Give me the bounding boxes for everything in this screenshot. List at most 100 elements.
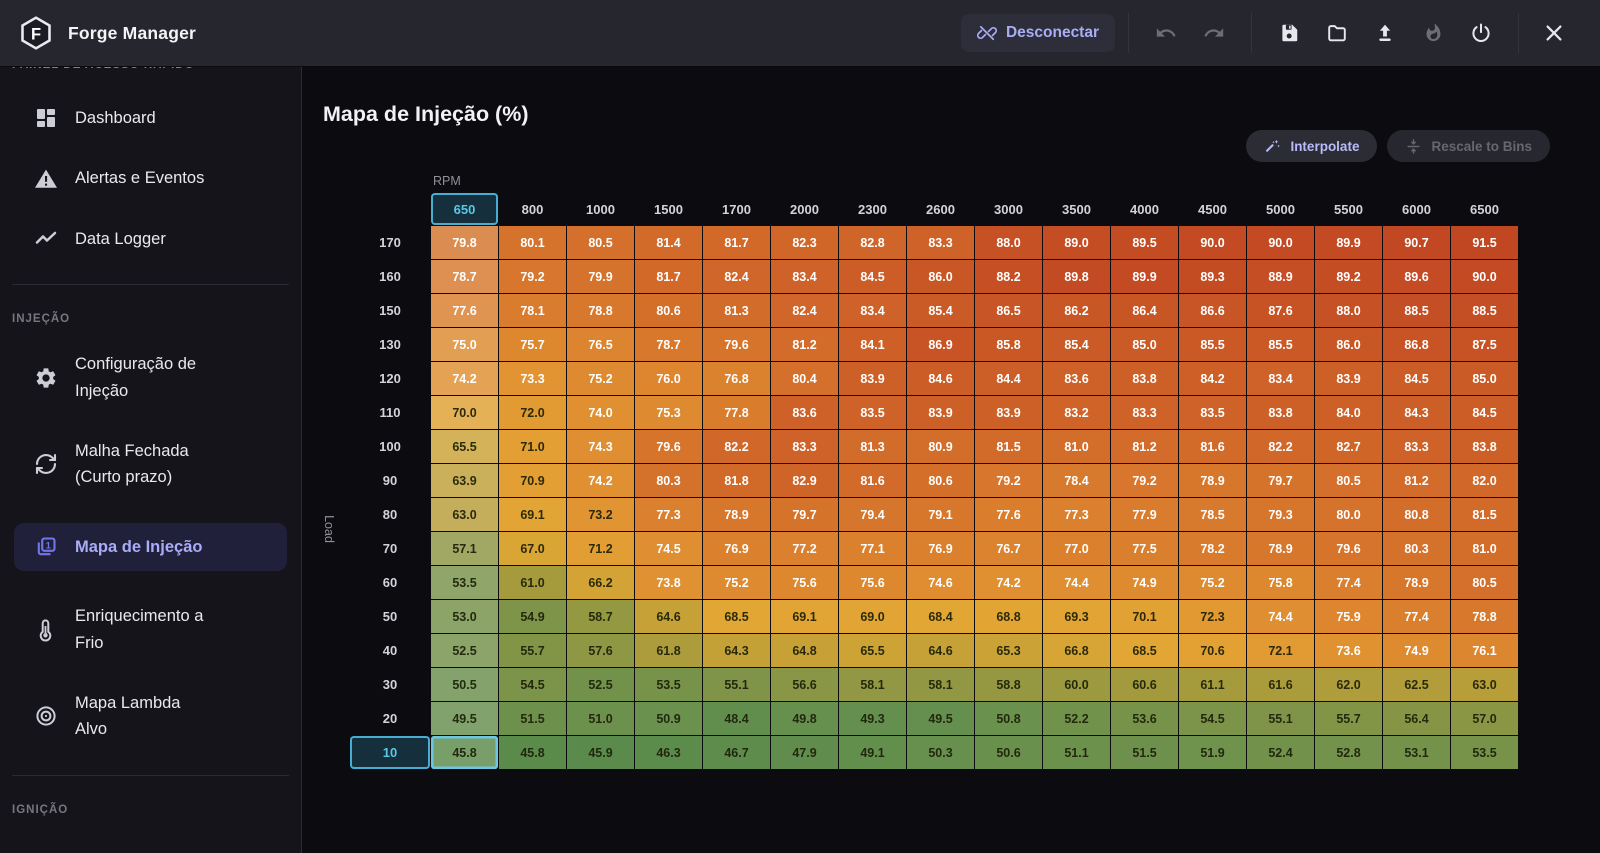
map-cell[interactable]: 69.1 [499, 498, 566, 531]
map-cell[interactable]: 89.8 [1043, 260, 1110, 293]
map-cell[interactable]: 88.0 [1315, 294, 1382, 327]
map-cell[interactable]: 77.5 [1111, 532, 1178, 565]
map-cell[interactable]: 60.6 [1111, 668, 1178, 701]
rpm-column-header[interactable]: 1000 [586, 201, 615, 217]
map-cell[interactable]: 49.1 [839, 736, 906, 769]
map-cell[interactable]: 89.5 [1111, 226, 1178, 259]
map-cell[interactable]: 55.7 [1315, 702, 1382, 735]
map-cell[interactable]: 78.8 [567, 294, 634, 327]
load-row-header[interactable]: 30 [382, 677, 398, 692]
map-cell[interactable]: 83.4 [771, 260, 838, 293]
map-cell[interactable]: 77.4 [1383, 600, 1450, 633]
load-row-header[interactable]: 160 [379, 269, 401, 284]
map-cell[interactable]: 51.0 [567, 702, 634, 735]
map-cell[interactable]: 81.2 [771, 328, 838, 361]
map-cell[interactable]: 54.9 [499, 600, 566, 633]
map-cell[interactable]: 50.8 [975, 702, 1042, 735]
map-cell[interactable]: 67.0 [499, 532, 566, 565]
load-row-header[interactable]: 50 [382, 609, 398, 624]
map-cell[interactable]: 77.1 [839, 532, 906, 565]
map-cell[interactable]: 52.8 [1315, 736, 1382, 769]
map-cell[interactable]: 81.7 [635, 260, 702, 293]
map-cell[interactable]: 74.9 [1383, 634, 1450, 667]
map-cell[interactable]: 86.4 [1111, 294, 1178, 327]
map-cell[interactable]: 89.6 [1383, 260, 1450, 293]
map-cell[interactable]: 74.4 [1247, 600, 1314, 633]
map-cell[interactable]: 82.3 [771, 226, 838, 259]
map-cell[interactable]: 82.4 [703, 260, 770, 293]
map-cell[interactable]: 82.2 [1247, 430, 1314, 463]
sidebar-item-thermometer[interactable]: Enriquecimento a Frio [0, 601, 301, 658]
map-cell[interactable]: 80.9 [907, 430, 974, 463]
map-cell[interactable]: 88.9 [1247, 260, 1314, 293]
map-cell[interactable]: 64.6 [907, 634, 974, 667]
map-cell[interactable]: 79.9 [567, 260, 634, 293]
map-cell[interactable]: 79.2 [1111, 464, 1178, 497]
map-cell[interactable]: 53.5 [635, 668, 702, 701]
map-cell[interactable]: 79.2 [975, 464, 1042, 497]
map-cell[interactable]: 82.0 [1451, 464, 1518, 497]
map-cell[interactable]: 84.4 [975, 362, 1042, 395]
load-row-header[interactable]: 100 [379, 439, 401, 454]
sidebar-item-lambda[interactable]: Mapa Lambda Alvo [0, 688, 301, 745]
map-cell[interactable]: 53.5 [431, 566, 498, 599]
rescale-to-bins-button[interactable]: Rescale to Bins [1387, 130, 1550, 162]
load-row-header[interactable]: 90 [382, 473, 398, 488]
map-cell[interactable]: 78.9 [703, 498, 770, 531]
map-cell[interactable]: 61.0 [499, 566, 566, 599]
map-cell[interactable]: 75.8 [1247, 566, 1314, 599]
upload-button[interactable] [1367, 15, 1403, 51]
map-cell[interactable]: 50.9 [635, 702, 702, 735]
map-cell[interactable]: 79.1 [907, 498, 974, 531]
map-cell[interactable]: 83.5 [839, 396, 906, 429]
map-cell[interactable]: 55.7 [499, 634, 566, 667]
map-cell[interactable]: 46.7 [703, 736, 770, 769]
map-cell[interactable]: 83.2 [1043, 396, 1110, 429]
map-cell[interactable]: 61.8 [635, 634, 702, 667]
map-cell[interactable]: 62.0 [1315, 668, 1382, 701]
map-cell[interactable]: 83.8 [1111, 362, 1178, 395]
map-cell[interactable]: 80.5 [1315, 464, 1382, 497]
map-cell[interactable]: 45.8 [499, 736, 566, 769]
rpm-column-header[interactable]: 5000 [1266, 201, 1295, 217]
map-cell[interactable]: 57.6 [567, 634, 634, 667]
map-cell[interactable]: 61.1 [1179, 668, 1246, 701]
map-cell[interactable]: 81.6 [839, 464, 906, 497]
map-cell[interactable]: 58.8 [975, 668, 1042, 701]
map-cell[interactable]: 65.3 [975, 634, 1042, 667]
map-cell[interactable]: 71.2 [567, 532, 634, 565]
map-cell[interactable]: 70.0 [431, 396, 498, 429]
map-cell[interactable]: 65.5 [431, 430, 498, 463]
map-cell[interactable]: 81.5 [975, 430, 1042, 463]
map-cell[interactable]: 52.5 [567, 668, 634, 701]
map-cell[interactable]: 61.6 [1247, 668, 1314, 701]
open-folder-button[interactable] [1319, 15, 1355, 51]
map-cell[interactable]: 52.4 [1247, 736, 1314, 769]
map-cell[interactable]: 68.8 [975, 600, 1042, 633]
map-cell[interactable]: 53.0 [431, 600, 498, 633]
load-row-header[interactable]: 150 [379, 303, 401, 318]
map-cell[interactable]: 86.8 [1383, 328, 1450, 361]
map-cell[interactable]: 82.4 [771, 294, 838, 327]
map-cell[interactable]: 76.1 [1451, 634, 1518, 667]
map-cell[interactable]: 74.0 [567, 396, 634, 429]
map-cell[interactable]: 76.9 [907, 532, 974, 565]
map-cell[interactable]: 83.4 [1247, 362, 1314, 395]
map-cell[interactable]: 60.0 [1043, 668, 1110, 701]
map-cell[interactable]: 56.6 [771, 668, 838, 701]
map-cell[interactable]: 81.5 [1451, 498, 1518, 531]
map-cell[interactable]: 83.9 [975, 396, 1042, 429]
map-cell[interactable]: 84.1 [839, 328, 906, 361]
map-cell[interactable]: 45.8 [431, 736, 498, 769]
map-cell[interactable]: 83.8 [1451, 430, 1518, 463]
map-cell[interactable]: 66.8 [1043, 634, 1110, 667]
map-cell[interactable]: 74.2 [567, 464, 634, 497]
map-cell[interactable]: 74.2 [975, 566, 1042, 599]
sidebar-item-gear[interactable]: Configuração de Injeção [0, 349, 301, 406]
rpm-column-header[interactable]: 3000 [994, 201, 1023, 217]
load-row-header[interactable]: 10 [350, 736, 430, 769]
map-cell[interactable]: 75.6 [771, 566, 838, 599]
map-cell[interactable]: 54.5 [499, 668, 566, 701]
map-cell[interactable]: 85.0 [1111, 328, 1178, 361]
load-row-header[interactable]: 170 [379, 235, 401, 250]
